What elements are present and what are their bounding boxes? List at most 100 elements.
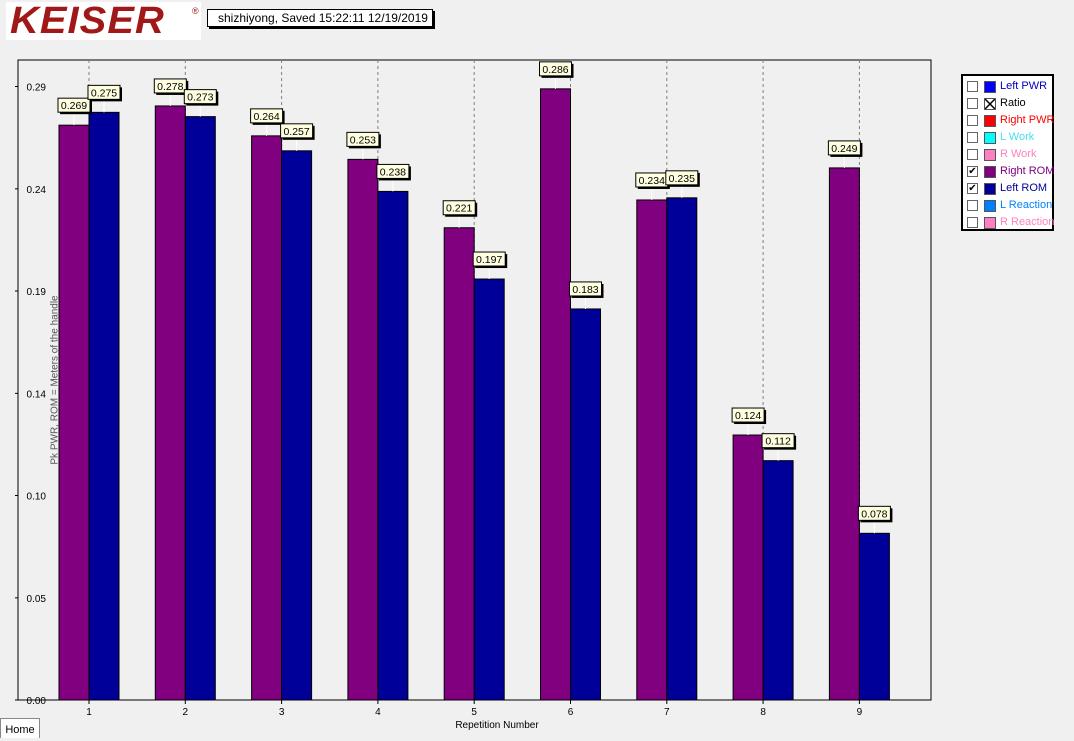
data-label: 0.286 [542, 64, 568, 76]
data-label: 0.112 [765, 436, 791, 448]
bar-right-rom [732, 434, 764, 701]
legend-item-right-rom[interactable]: ✔ Right ROM [963, 163, 1055, 180]
data-label-box [250, 108, 284, 124]
bar-left-rom [377, 190, 409, 701]
bar-left-rom [184, 116, 216, 701]
data-label-box [472, 251, 506, 267]
y-axis-label: Pk PWR, ROM = Meters of the handle [49, 295, 61, 465]
legend-swatch [984, 200, 996, 212]
data-label-box [183, 89, 217, 105]
legend-checkbox[interactable] [967, 115, 978, 126]
tab-home[interactable]: Home [0, 718, 40, 738]
x-tick-label: 3 [279, 707, 285, 718]
data-label: 0.235 [669, 173, 695, 185]
legend-item-left-rom[interactable]: ✔ Left ROM [963, 180, 1052, 197]
bar-right-rom [636, 199, 668, 701]
data-label: 0.264 [253, 111, 279, 123]
bar-left-rom [473, 278, 505, 701]
data-label-box [539, 61, 572, 77]
x-tick-label: 4 [375, 707, 381, 718]
legend-swatch [984, 98, 996, 110]
y-tick-label: 0.19 [27, 287, 47, 298]
legend-label: Right PWR [1000, 114, 1055, 126]
bar-left-rom [762, 460, 794, 701]
y-tick-label: 0.00 [27, 696, 47, 707]
data-label: 0.278 [157, 81, 183, 93]
bar-left-rom [281, 150, 313, 701]
legend-item-l-work[interactable]: L Work [963, 129, 1052, 146]
data-label-box [87, 84, 121, 100]
data-label-box [569, 281, 602, 297]
legend-checkbox[interactable] [967, 98, 978, 109]
x-tick-label: 9 [857, 707, 863, 718]
data-label-box [442, 200, 476, 216]
bar-right-rom [828, 167, 860, 701]
bar-right-rom [251, 135, 283, 701]
y-tick-label: 0.14 [27, 389, 47, 400]
bar-right-rom [58, 124, 90, 701]
legend-label: Right ROM [1000, 165, 1055, 177]
x-tick-label: 2 [183, 707, 189, 718]
legend-item-right-pwr[interactable]: Right PWR [963, 112, 1055, 129]
data-label: 0.257 [283, 126, 309, 138]
legend-swatch [984, 149, 996, 161]
legend-checkbox[interactable] [967, 200, 978, 211]
data-label-box [153, 78, 187, 94]
data-label: 0.078 [861, 508, 887, 520]
data-label: 0.269 [61, 100, 87, 112]
legend-label: Ratio [1000, 97, 1026, 109]
y-tick-label: 0.05 [27, 594, 47, 605]
legend-swatch [984, 81, 996, 93]
bar-right-rom [540, 88, 571, 701]
data-label: 0.234 [639, 175, 665, 187]
data-label-box [731, 407, 765, 423]
legend-checkbox[interactable]: ✔ [967, 183, 978, 194]
data-label: 0.253 [350, 134, 376, 146]
legend-item-r-work[interactable]: R Work [963, 146, 1052, 163]
data-label: 0.238 [380, 166, 406, 178]
data-label-box [57, 97, 91, 113]
legend-item-ratio[interactable]: Ratio [963, 95, 1052, 112]
legend-checkbox[interactable] [967, 132, 978, 143]
data-label: 0.249 [831, 143, 857, 155]
legend-item-r-reaction[interactable]: R Reaction [963, 214, 1054, 231]
legend-label: L Work [1000, 131, 1035, 143]
y-tick-label: 0.10 [27, 491, 47, 502]
legend-label: R Work [1000, 148, 1037, 160]
bar-left-rom [858, 532, 890, 701]
x-tick-label: 7 [664, 707, 670, 718]
legend-checkbox[interactable] [967, 81, 978, 92]
bar-right-rom [154, 105, 186, 701]
x-tick-label: 8 [760, 707, 766, 718]
bar-left-rom [570, 308, 601, 701]
data-label-box [376, 163, 410, 179]
legend-label: L Reaction [1000, 199, 1053, 211]
data-label: 0.197 [476, 254, 502, 266]
data-label-box [857, 505, 891, 521]
legend-checkbox[interactable] [967, 217, 978, 228]
legend-item-left-pwr[interactable]: Left PWR [963, 78, 1052, 95]
data-label-box [665, 170, 699, 186]
legend-checkbox[interactable]: ✔ [967, 166, 978, 177]
y-tick-label: 0.29 [27, 82, 47, 93]
chart-legend: Left PWR Ratio Right PWR L Work R Work ✔ Right… [961, 74, 1054, 231]
x-tick-label: 1 [86, 707, 92, 718]
data-label: 0.124 [735, 410, 761, 422]
x-tick-label: 6 [568, 707, 574, 718]
legend-label: Left PWR [1000, 80, 1048, 92]
legend-item-l-reaction[interactable]: L Reaction [963, 197, 1052, 214]
legend-swatch [984, 217, 996, 229]
legend-checkbox[interactable] [967, 149, 978, 160]
data-label: 0.273 [187, 92, 213, 104]
data-label: 0.275 [91, 87, 117, 99]
data-label-box [280, 123, 314, 139]
legend-swatch [984, 166, 996, 178]
data-label-box [761, 433, 795, 449]
x-axis-label: Repetition Number [455, 720, 539, 731]
legend-swatch [984, 183, 996, 195]
bar-right-rom [443, 227, 475, 701]
data-label: 0.221 [446, 203, 472, 215]
data-label-box [346, 131, 380, 147]
legend-swatch [984, 132, 996, 144]
